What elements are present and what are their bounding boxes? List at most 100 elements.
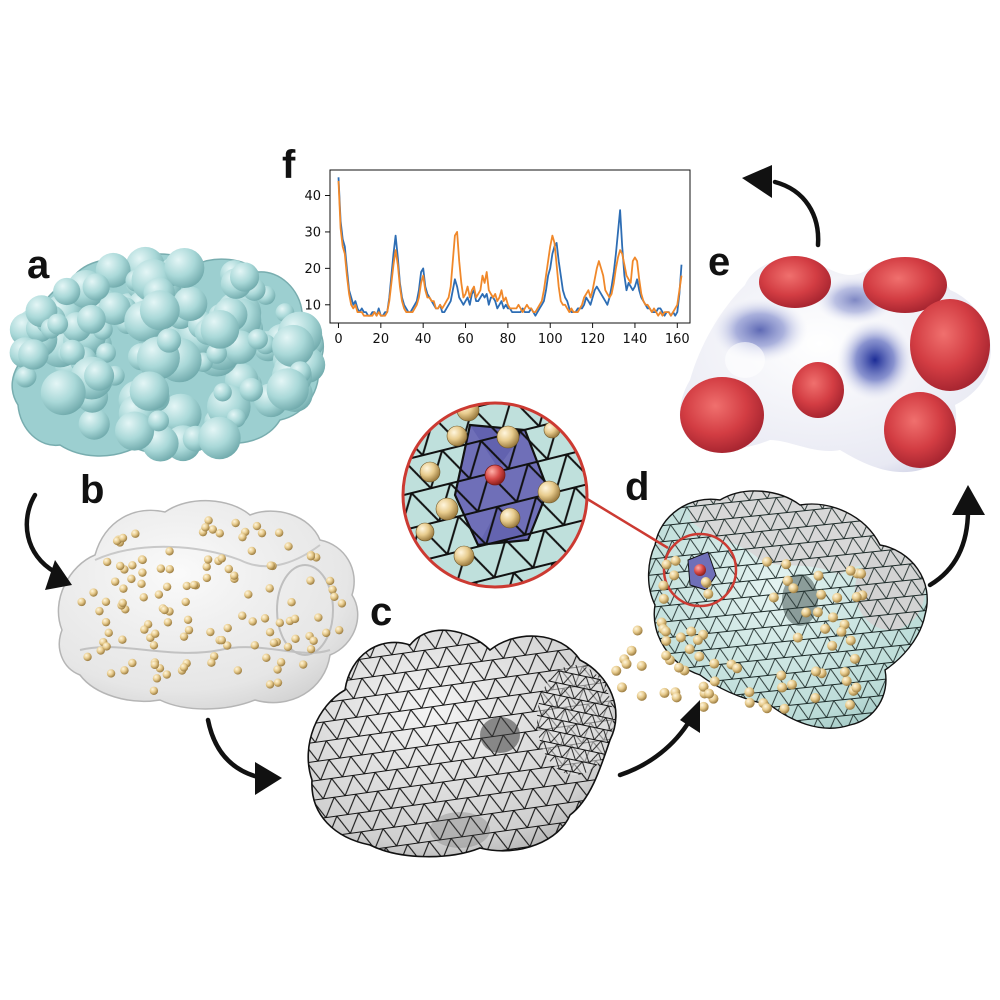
surface-bump [98, 292, 131, 325]
point-sphere [851, 682, 862, 693]
point-sphere [206, 627, 215, 637]
x-tick-label: 60 [457, 332, 474, 347]
point-sphere [661, 650, 672, 661]
surface-bump [129, 371, 170, 411]
point-sphere [110, 577, 120, 586]
point-sphere [138, 555, 147, 565]
point-sphere [208, 525, 217, 534]
point-sphere [276, 658, 286, 667]
point-sphere [839, 667, 850, 678]
point-sphere [207, 658, 216, 667]
arrowhead-d-to-e [952, 485, 985, 515]
panel-label-e: e [708, 240, 730, 284]
point-sphere [658, 580, 669, 591]
sample-points [611, 555, 868, 714]
point-sphere [238, 532, 247, 542]
y-tick-label: 40 [304, 189, 321, 204]
point-sphere [337, 599, 347, 608]
y-tick-label: 10 [304, 298, 321, 313]
panel-label-a: a [27, 243, 50, 287]
point-sphere [244, 590, 253, 599]
point-sphere [306, 644, 316, 654]
panel-label-c: c [370, 590, 392, 634]
sample-points [77, 516, 347, 695]
point-sphere [698, 701, 709, 712]
point-sphere [257, 528, 267, 538]
point-sphere [163, 618, 173, 627]
zoom-source-ring [662, 532, 738, 608]
point-sphere [149, 641, 159, 650]
point-sphere [792, 632, 803, 643]
point-sphere [101, 597, 111, 607]
arrowhead-c-to-d [680, 700, 700, 733]
point-sphere [118, 533, 128, 543]
transparent-surface-with-points [57, 500, 359, 710]
surface-bump [172, 286, 208, 321]
point-sphere [184, 625, 194, 635]
point-sphere [238, 611, 247, 620]
point-sphere [156, 564, 166, 573]
point-sphere [636, 660, 647, 671]
point-sphere [116, 561, 125, 571]
point-sphere [621, 658, 632, 669]
point-sphere [827, 612, 838, 623]
point-sphere [250, 641, 259, 650]
point-sphere [703, 588, 714, 599]
plot-frame [329, 169, 691, 324]
point-sphere [89, 588, 98, 597]
point-sphere [229, 571, 239, 580]
point-sphere [659, 687, 670, 698]
point-sphere [102, 557, 112, 567]
point-sphere [106, 669, 116, 678]
arrowhead-e-to-f [742, 165, 772, 198]
point-sphere [128, 658, 137, 668]
surface-bump [18, 339, 49, 370]
point-sphere [179, 632, 189, 641]
arrow-d-to-e [927, 507, 971, 588]
surface-bump [272, 324, 315, 368]
point-sphere [801, 607, 812, 618]
point-sphere [435, 497, 459, 521]
point-sphere [223, 641, 232, 650]
surface-bump [78, 408, 110, 440]
point-sphere [183, 615, 193, 625]
point-sphere [415, 522, 435, 542]
point-sphere [499, 507, 521, 529]
point-sphere [328, 585, 337, 594]
point-sphere [744, 687, 755, 698]
arrow-c-to-d [617, 717, 693, 778]
point-sphere [658, 593, 669, 604]
arrow-e-to-f [772, 179, 821, 248]
point-sphere [761, 703, 772, 714]
point-sphere [700, 577, 711, 588]
point-sphere [138, 568, 147, 577]
point-sphere [273, 678, 283, 687]
point-sphere [810, 692, 821, 703]
point-sphere [160, 605, 169, 615]
point-sphere [321, 628, 331, 638]
point-sphere [856, 568, 867, 579]
point-sphere [224, 564, 233, 574]
point-sphere [845, 635, 856, 646]
point-sphere [776, 670, 787, 681]
center-vertex [484, 464, 506, 486]
surface-bump [156, 328, 182, 353]
point-sphere [204, 516, 213, 525]
point-sphere [762, 556, 773, 567]
panel-label-b: b [80, 468, 104, 512]
point-sphere [150, 629, 160, 638]
point-sphere [128, 561, 137, 570]
point-sphere [330, 592, 339, 602]
point-sphere [661, 635, 672, 646]
point-sphere [744, 697, 755, 708]
point-sphere [411, 403, 429, 419]
point-sphere [96, 646, 105, 655]
point-sphere [782, 575, 793, 586]
point-sphere [709, 658, 720, 669]
point-sphere [291, 634, 300, 643]
point-sphere [137, 579, 146, 589]
point-sphere [841, 676, 852, 687]
point-sphere [446, 425, 468, 447]
point-sphere [812, 607, 823, 618]
point-sphere [265, 584, 274, 593]
